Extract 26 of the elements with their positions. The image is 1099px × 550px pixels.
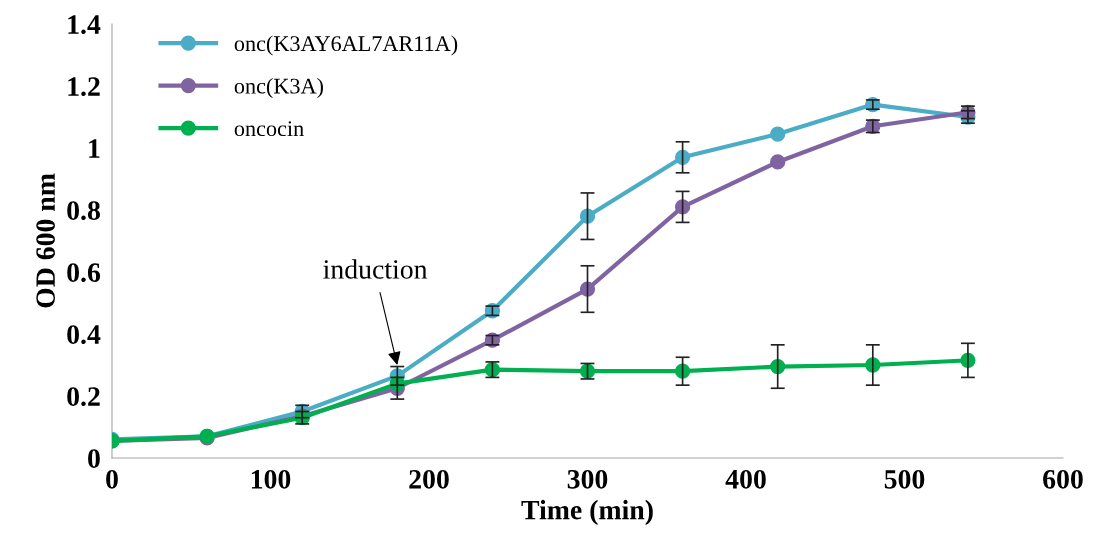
y-tick-label: 0.8 bbox=[67, 201, 100, 221]
x-tick-label: 0 bbox=[106, 469, 118, 489]
y-tick-label: 1.4 bbox=[68, 15, 101, 35]
legend-label: onc(K3AY6AL7AR11A) bbox=[234, 35, 458, 56]
legend-label: onc(K3A) bbox=[234, 77, 323, 99]
x-tick-label: 400 bbox=[725, 469, 766, 489]
x-axis-title: Time (min) bbox=[521, 499, 653, 526]
y-axis-title: OD 600 nm bbox=[36, 173, 55, 308]
y-tick-label: 1 bbox=[89, 139, 100, 158]
y-tick-label: 0.6 bbox=[67, 263, 101, 283]
x-tick-label: 300 bbox=[567, 469, 608, 489]
annotation: induction bbox=[323, 259, 428, 279]
x-tick-label: 200 bbox=[409, 469, 449, 489]
x-tick-label: 100 bbox=[251, 469, 291, 489]
x-tick-label: 500 bbox=[884, 469, 925, 489]
point bbox=[674, 363, 691, 379]
point bbox=[770, 126, 786, 142]
y-tick-label: 0 bbox=[88, 449, 100, 468]
y-tick-label: 1.2 bbox=[68, 77, 100, 97]
point bbox=[770, 154, 786, 170]
y-tick-label: 0.2 bbox=[67, 387, 100, 407]
y-tick-label: 0.4 bbox=[67, 325, 101, 345]
point bbox=[674, 199, 691, 215]
x-tick-label: 600 bbox=[1043, 469, 1083, 489]
legend-label: oncocin bbox=[234, 121, 304, 137]
point bbox=[674, 149, 691, 165]
